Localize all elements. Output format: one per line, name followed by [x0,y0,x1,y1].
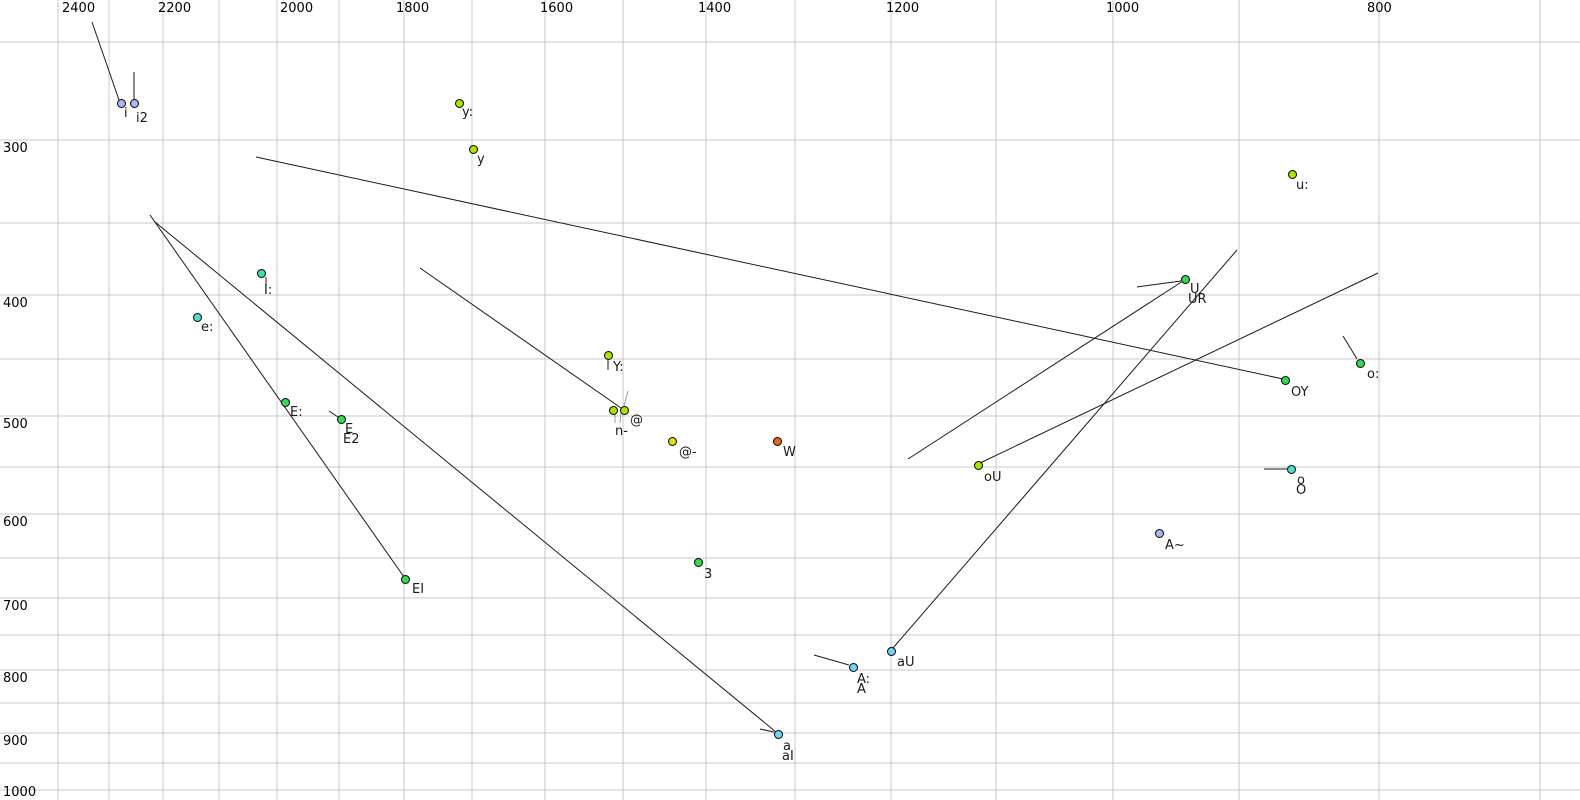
data-point-a-ai[interactable] [773,729,783,739]
x-axis-tick-1400: 1400 [698,1,732,16]
y-axis-tick-700: 700 [3,599,28,614]
trajectory-line-E2 [328,410,339,418]
point-label-schwa: @ [630,413,643,428]
point-label-schwa-bar: @- [679,445,697,460]
point-label-i: i [124,106,128,121]
data-point-e-long[interactable] [192,312,202,322]
data-point-n-bar[interactable] [608,405,618,415]
point-label-a-long: A: [857,672,871,687]
point-label-a-long-1: A [857,682,866,697]
point-label-e2: E [345,422,354,437]
trajectory-line-@ [419,267,622,409]
x-axis-tick-800: 800 [1367,1,1392,16]
point-label-n-bar: n- [615,424,628,439]
y-axis-tick-800: 800 [3,671,28,686]
point-label-au: aU [897,655,915,670]
trajectory-line-OY [255,156,1284,380]
trajectory-line-U [907,280,1184,460]
data-point-e2[interactable] [336,414,346,424]
data-point-schwa-bar[interactable] [667,436,677,446]
trajectory-line-aU [892,249,1238,649]
trajectory-line-UR-short [1136,280,1182,288]
data-point-w-cap[interactable] [772,436,782,446]
y-axis-tick-300: 300 [3,141,28,156]
point-label-u-cap: U [1190,282,1200,297]
y-axis-tick-400: 400 [3,296,28,311]
point-label-ou: oU [984,470,1002,485]
point-label-e-long: e: [201,320,214,335]
x-axis-tick-2200: 2200 [158,1,192,16]
trajectory-line-i [91,21,120,101]
point-label-a-nasal: A~ [1165,538,1185,553]
data-point-y[interactable] [468,144,478,154]
point-label-y: y [477,152,485,167]
point-label-w-cap: W [783,445,796,460]
point-label-o-o-cap-1: O [1296,483,1307,498]
data-point-schwa[interactable] [619,405,629,415]
point-label-i-cap: I: [264,283,273,298]
data-point-e-cap[interactable] [280,397,290,407]
point-label-three: 3 [704,567,713,582]
data-point-ou[interactable] [973,460,983,470]
trajectory-line-A: [813,654,850,666]
x-axis-tick-1600: 1600 [540,1,574,16]
trajectory-line-aI [154,221,777,733]
data-point-oy[interactable] [1280,375,1290,385]
point-label-o-long: o: [1367,367,1380,382]
point-label-e-cap: E: [290,405,303,420]
data-point-u-cap[interactable] [1180,274,1190,284]
point-label-o-o-cap: o [1297,473,1305,488]
trajectory-line-oU [977,272,1379,465]
y-axis-tick-900: 900 [3,734,28,749]
trajectory-line-o: [1342,335,1358,360]
trajectory-line-EI [149,214,405,578]
trajectory-line-a [759,728,775,733]
x-axis-tick-2400: 2400 [62,1,96,16]
x-axis-tick-1800: 1800 [396,1,430,16]
x-axis-tick-1000: 1000 [1106,1,1140,16]
point-label-y-long: y: [462,105,474,120]
data-point-a-nasal[interactable] [1154,528,1164,538]
y-axis-tick-1000: 1000 [3,785,37,800]
y-axis-tick-500: 500 [3,417,28,432]
data-point-o-o-cap[interactable] [1286,464,1296,474]
data-point-u-long[interactable] [1287,169,1297,179]
data-point-y-long[interactable] [454,98,464,108]
x-axis-tick-2000: 2000 [280,1,314,16]
point-label-y-cap: Y: [613,360,624,375]
point-label-a-ai-1: aI [782,749,794,764]
point-label-i2: i2 [136,111,148,126]
data-point-i-cap[interactable] [256,268,266,278]
point-label-oy: OY [1291,385,1309,400]
point-label-a-ai: a [783,739,791,754]
point-label-ei: EI [412,582,425,597]
data-point-au[interactable] [886,646,896,656]
data-point-three[interactable] [693,557,703,567]
trajectory-line-@-leader [623,390,629,407]
y-axis-tick-600: 600 [3,515,28,530]
data-point-a-long[interactable] [848,662,858,672]
point-label-e2-1: E2 [343,432,360,447]
x-axis-tick-1200: 1200 [886,1,920,16]
data-point-y-cap[interactable] [603,350,613,360]
data-point-i2[interactable] [129,98,139,108]
data-point-o-long[interactable] [1355,358,1365,368]
data-point-i[interactable] [116,98,126,108]
point-label-u-cap-1: UR [1188,292,1207,307]
data-point-ei[interactable] [400,574,410,584]
point-label-u-long: u: [1296,178,1309,193]
